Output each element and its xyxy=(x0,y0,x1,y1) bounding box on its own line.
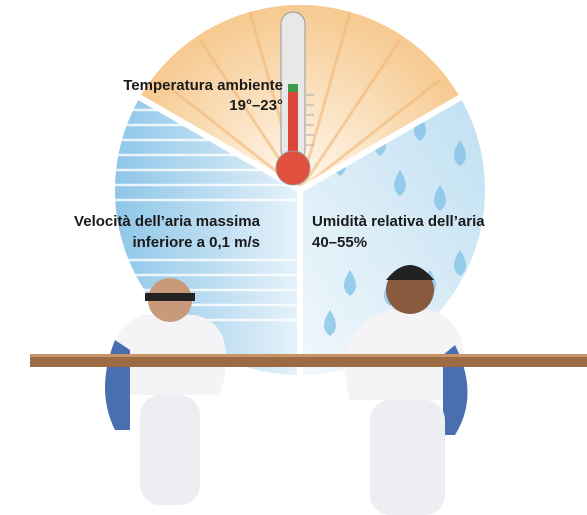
humidity-sector xyxy=(300,97,485,375)
table-edge xyxy=(30,354,587,367)
table-highlight xyxy=(30,354,587,357)
temperature-label: Temperatura ambiente xyxy=(123,77,283,94)
air-speed-label: Velocità dell’aria massima xyxy=(74,213,261,230)
dividers xyxy=(138,94,462,375)
humidity-value: 40–55% xyxy=(312,234,367,251)
thermometer xyxy=(275,11,314,186)
temperature-value: 19°–23° xyxy=(229,97,283,114)
humidity-label: Umidità relativa dell’aria xyxy=(312,213,485,230)
air-speed-value: inferiore a 0,1 m/s xyxy=(132,234,260,251)
